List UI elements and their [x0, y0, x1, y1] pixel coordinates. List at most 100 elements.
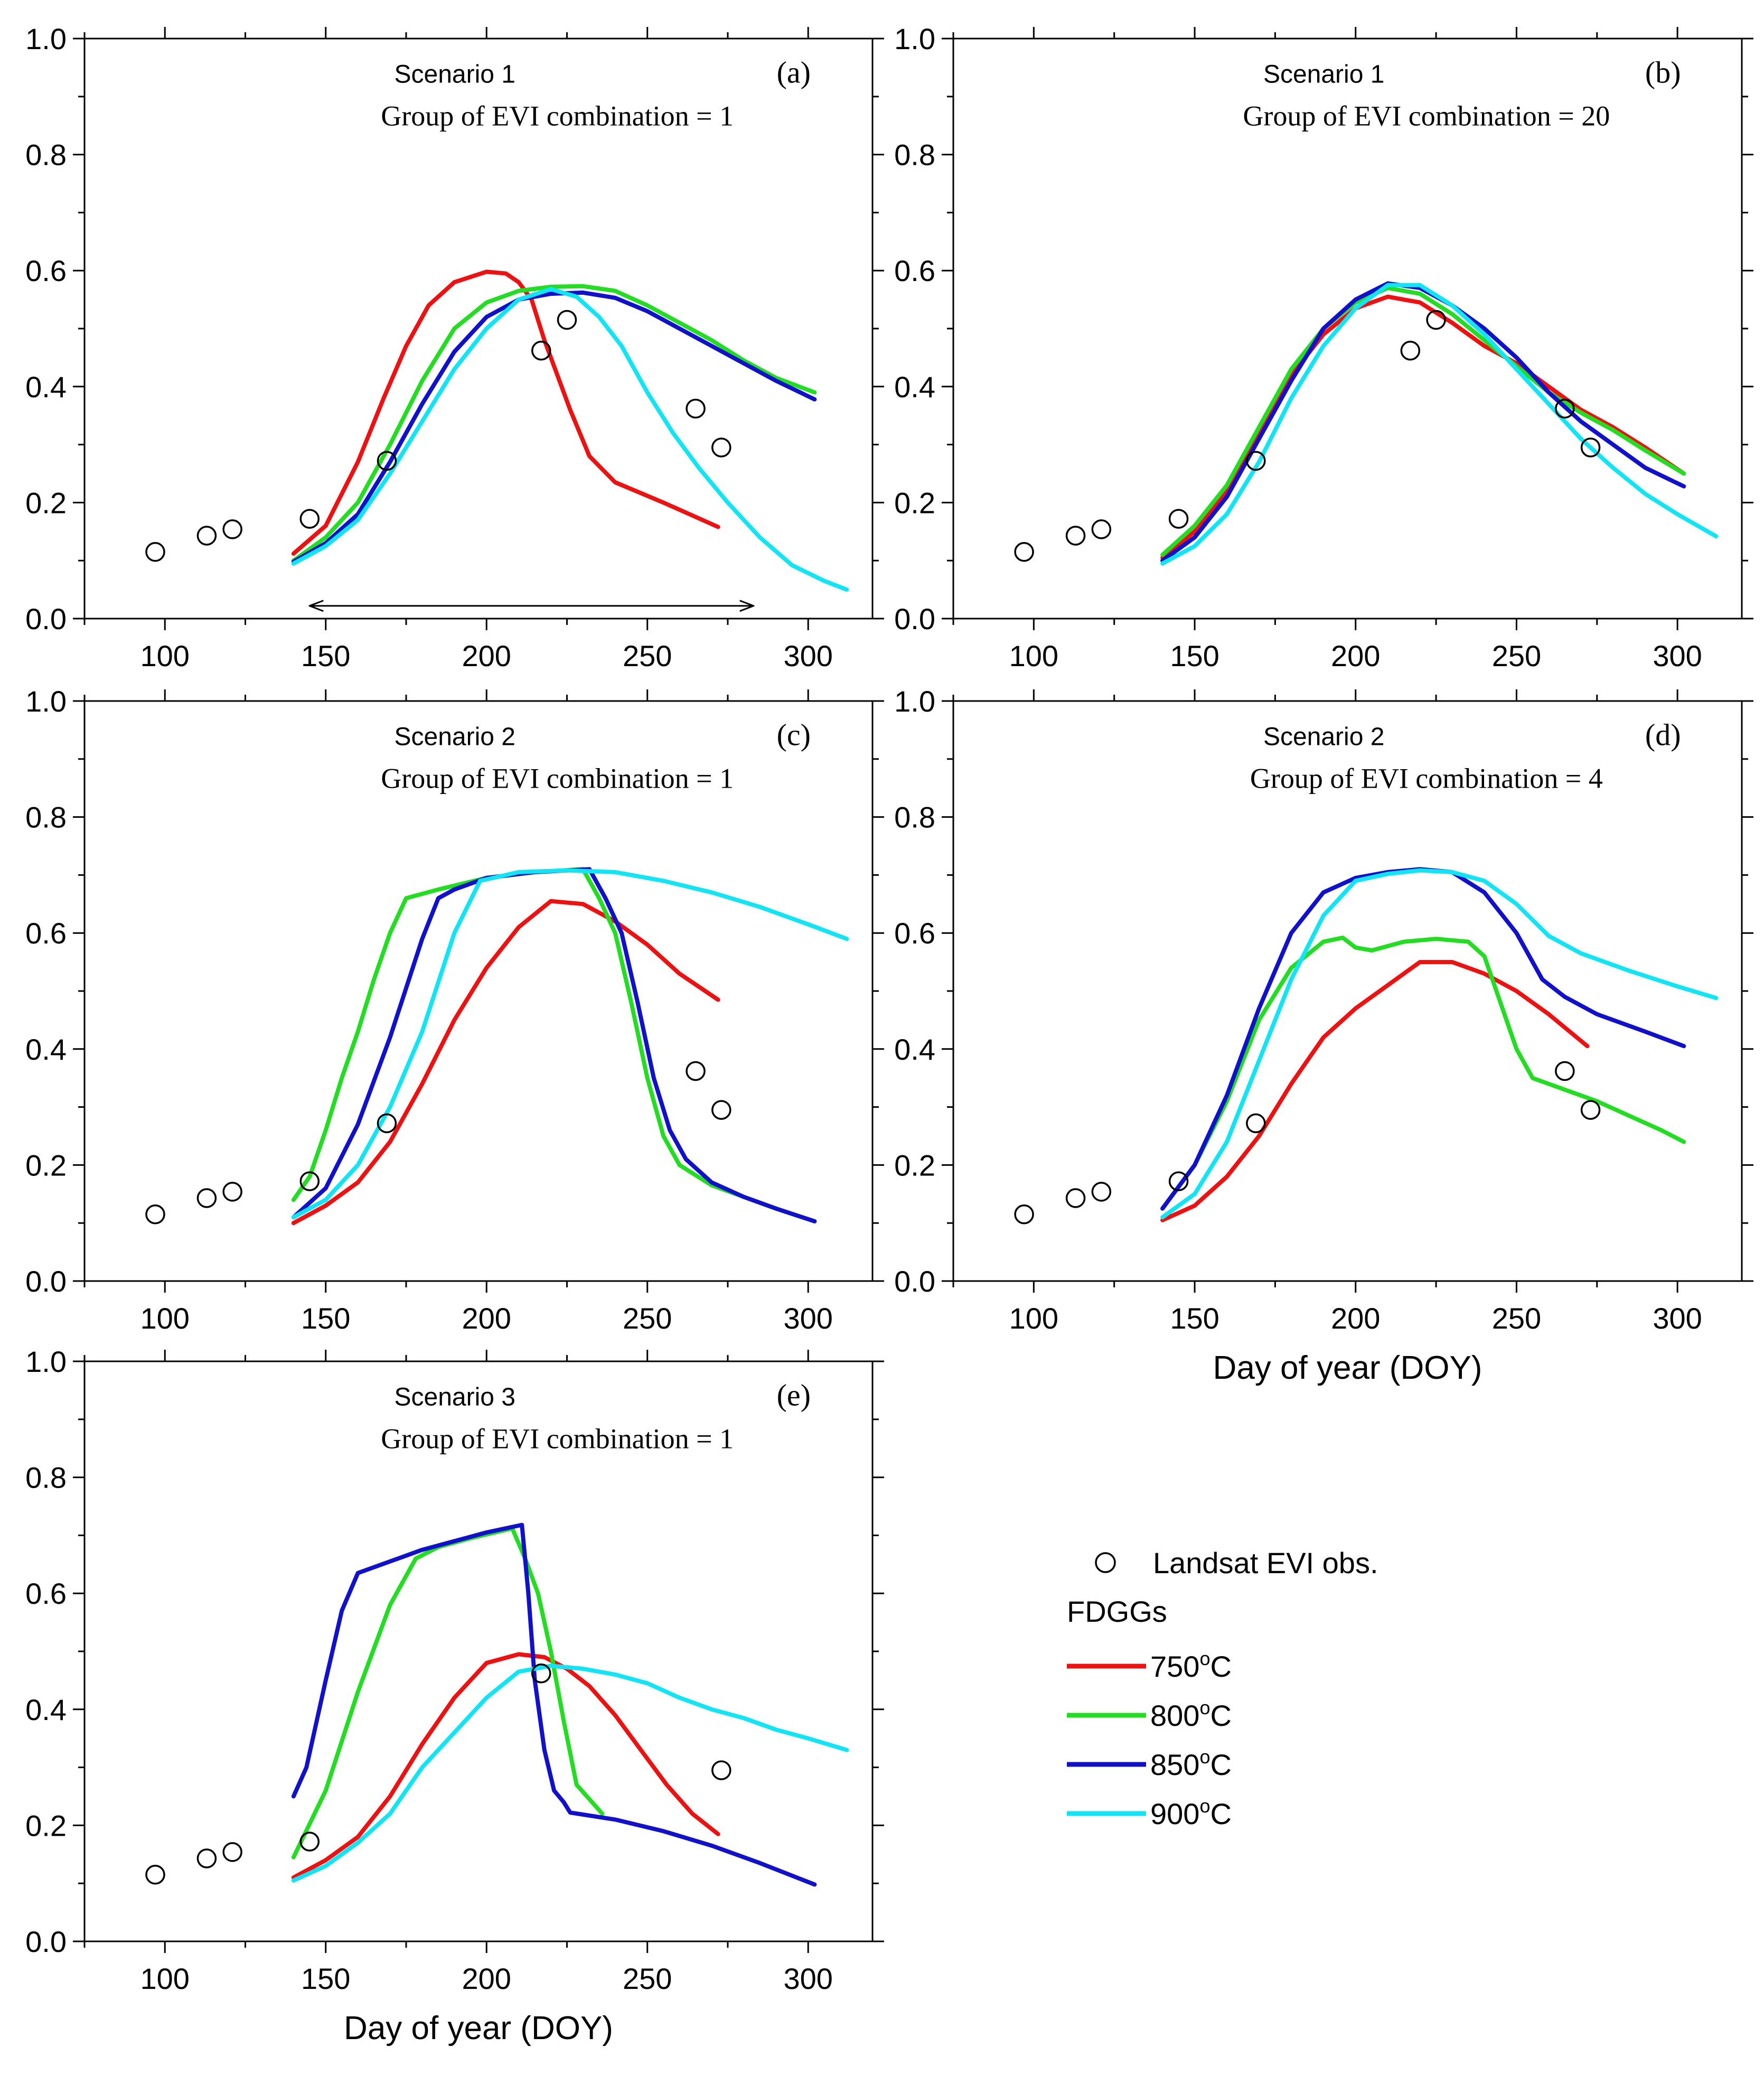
y-tick-label: 0.8: [25, 1461, 67, 1494]
panel-tag: (c): [777, 717, 811, 752]
y-tick-label: 1.0: [894, 685, 935, 718]
legend-degree-sup: o: [1199, 1697, 1210, 1718]
obs-point: [1555, 1061, 1575, 1081]
series-line-750: [1160, 294, 1686, 560]
series-line-850: [291, 290, 817, 564]
y-tick-label: 0.4: [25, 1693, 67, 1726]
legend-obs-label: Landsat EVI obs.: [1153, 1546, 1378, 1580]
obs-point: [145, 1204, 165, 1225]
x-tick-label: 200: [462, 639, 511, 672]
scenario-label: Scenario 1: [394, 60, 515, 88]
x-tick-label: 100: [140, 1962, 190, 1995]
panel-d: 0.0 0.2 0.4 0.6 0.8 1.0 100 150 200 250 300 Day of …: [894, 685, 1753, 1386]
x-tick-label: 250: [623, 1302, 672, 1335]
panel-tag: (a): [777, 55, 811, 89]
obs-point: [377, 1113, 397, 1134]
x-tick-label: 100: [140, 1302, 190, 1335]
y-tick-label: 0.6: [25, 917, 67, 950]
legend-label-800: 800oC: [1150, 1697, 1232, 1732]
obs-point: [196, 526, 217, 546]
obs-point: [686, 1061, 706, 1081]
x-tick-label: 150: [301, 639, 350, 672]
x-tick-label: 200: [462, 1302, 511, 1335]
legend-temp-unit: C: [1210, 1650, 1231, 1683]
series-line-750: [291, 899, 720, 1226]
obs-point: [222, 519, 242, 539]
y-tick-label: 1.0: [25, 685, 67, 718]
obs-point: [686, 398, 706, 419]
series-line-800: [1160, 936, 1686, 1211]
panel-c: 0.0 0.2 0.4 0.6 0.8 1.0 100 150 200 250 300 Scenari…: [25, 685, 884, 1335]
y-tick-label: 0.8: [25, 138, 67, 172]
obs-point: [299, 1171, 320, 1191]
obs-point: [1065, 526, 1086, 546]
x-tick-label: 100: [1009, 1302, 1058, 1335]
obs-point: [1091, 519, 1112, 539]
scenario-label: Scenario 2: [1263, 723, 1384, 751]
panel-tag: (e): [777, 1378, 811, 1412]
legend-temp-value: 900: [1150, 1797, 1199, 1830]
group-label: Group of EVI combination = 4: [1250, 763, 1603, 795]
legend-temp-value: 750: [1150, 1650, 1199, 1683]
obs-point: [1246, 451, 1266, 471]
y-tick-label: 0.2: [894, 1148, 935, 1182]
y-tick-label: 0.6: [25, 254, 67, 287]
obs-point: [1014, 541, 1034, 562]
obs-point: [1246, 1113, 1266, 1134]
obs-point: [1168, 509, 1189, 529]
y-tick-label: 0.2: [25, 1809, 67, 1842]
series-line-850: [291, 867, 817, 1223]
panel-a: 0.0 0.2 0.4 0.6 0.8 1.0 100 150 200 250 300 Scenari…: [25, 22, 884, 672]
x-tick-label: 250: [623, 639, 672, 672]
panel-b: 0.0 0.2 0.4 0.6 0.8 1.0 100 150 200 250 300 Scenari…: [894, 22, 1753, 672]
panel-tag: (b): [1645, 55, 1681, 89]
series-line-800: [291, 1526, 605, 1859]
y-tick-label: 0.8: [894, 138, 935, 172]
y-tick-label: 0.6: [894, 917, 935, 950]
series-line-750: [1160, 960, 1590, 1222]
obs-point: [1400, 340, 1421, 361]
y-tick-label: 0.4: [894, 1033, 935, 1066]
obs-point: [145, 541, 165, 562]
group-label: Group of EVI combination = 1: [381, 100, 734, 132]
legend: Landsat EVI obs. FDGGs 750oC800oC850oC90…: [1067, 1546, 1378, 1830]
x-tick-label: 200: [1331, 639, 1380, 672]
x-tick-label: 200: [462, 1962, 511, 1995]
y-tick-label: 0.0: [25, 602, 67, 636]
y-tick-label: 0.0: [894, 602, 935, 636]
obs-point: [1580, 437, 1601, 457]
y-tick-label: 0.0: [25, 1265, 67, 1298]
x-tick-label: 300: [783, 639, 832, 672]
x-tick-label: 150: [1170, 1302, 1219, 1335]
x-tick-label: 150: [301, 1302, 350, 1335]
legend-temp-unit: C: [1210, 1797, 1231, 1830]
series-line-850: [291, 1522, 817, 1887]
obs-point: [711, 1760, 731, 1780]
x-tick-label: 300: [783, 1962, 832, 1995]
obs-point: [1555, 398, 1575, 419]
legend-label-900: 900oC: [1150, 1795, 1232, 1830]
x-tick-label: 150: [301, 1962, 350, 1995]
y-tick-label: 0.2: [25, 1148, 67, 1182]
x-tick-label: 300: [783, 1302, 832, 1335]
group-label: Group of EVI combination = 1: [381, 1423, 734, 1455]
y-tick-label: 0.6: [894, 254, 935, 287]
x-axis-title: Day of year (DOY): [344, 2010, 613, 2046]
scenario-label: Scenario 3: [394, 1383, 515, 1411]
x-tick-label: 150: [1170, 639, 1219, 672]
obs-point: [196, 1848, 217, 1868]
y-tick-label: 0.4: [25, 1033, 67, 1066]
series-line-900: [1160, 868, 1719, 1220]
obs-point: [1580, 1100, 1601, 1120]
y-tick-label: 0.8: [25, 801, 67, 834]
x-tick-label: 300: [1653, 1302, 1702, 1335]
legend-degree-sup: o: [1199, 1746, 1210, 1768]
obs-point: [222, 1182, 242, 1202]
y-tick-label: 0.4: [894, 370, 935, 404]
obs-point: [299, 1831, 320, 1852]
series-line-900: [1160, 283, 1719, 566]
x-axis-title: Day of year (DOY): [1213, 1350, 1482, 1386]
x-tick-label: 100: [140, 639, 190, 672]
obs-point: [711, 1100, 731, 1120]
